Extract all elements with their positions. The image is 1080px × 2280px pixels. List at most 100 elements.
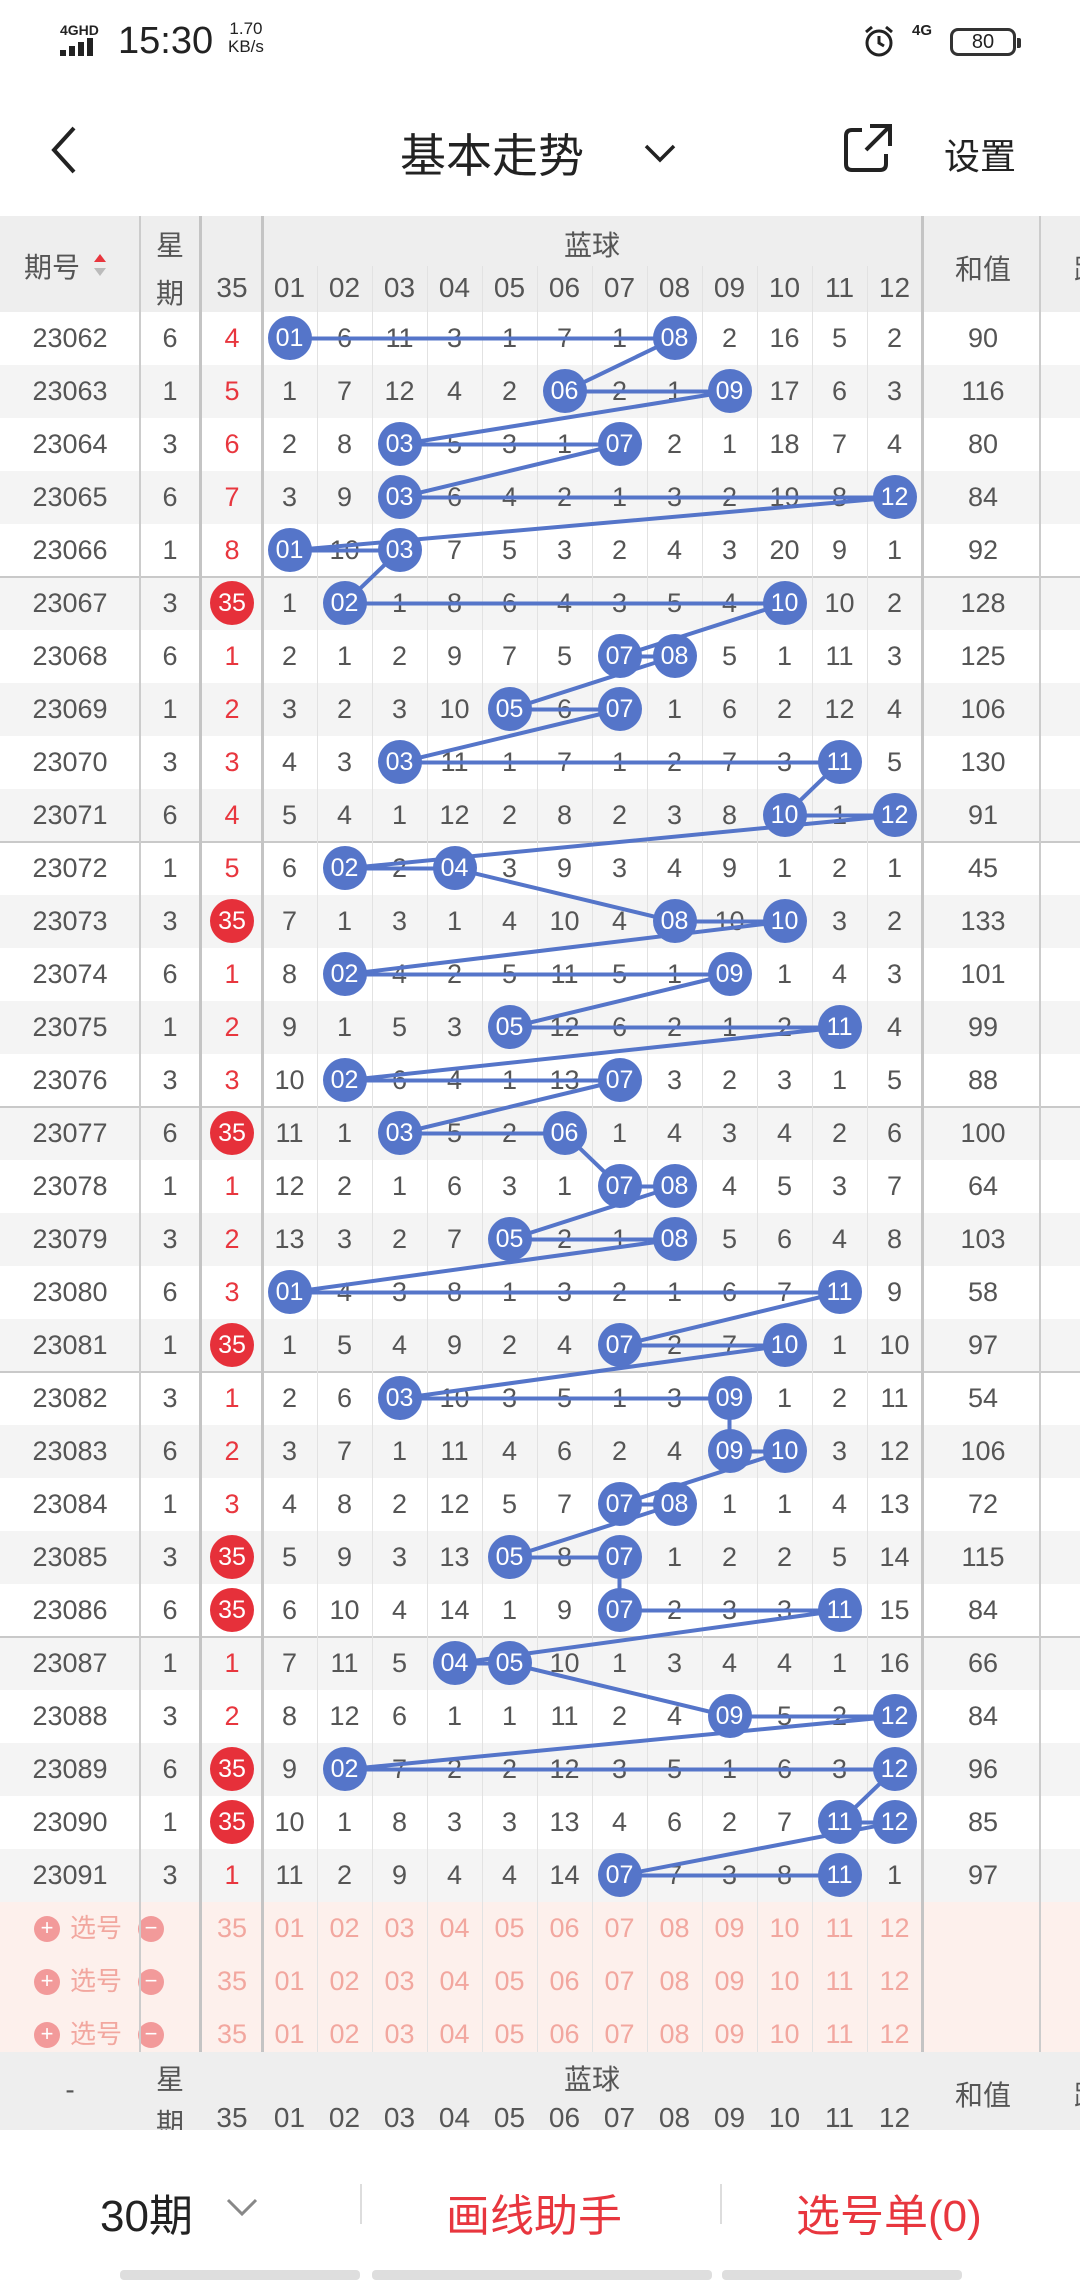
pick-cell[interactable]: 12 [879, 1966, 910, 1996]
table-row[interactable]: 23085 3 35 5 9 3 13 05 8 07 1 2 2 5 14 115 [0, 1531, 1080, 1584]
table-row[interactable]: 23067 3 35 1 02 1 8 6 4 3 5 4 10 10 2 128 [0, 577, 1080, 630]
plus-icon[interactable]: + [34, 1916, 60, 1942]
table-row[interactable]: 23064 3 6 2 8 03 5 3 1 07 2 1 18 7 4 80 [0, 418, 1080, 471]
miss-count: 11 [275, 1118, 304, 1148]
table-row[interactable]: 23069 1 2 3 2 3 10 05 6 07 1 6 2 12 4 106 [0, 683, 1080, 736]
pick-list-button[interactable]: 选号单(0) [796, 2192, 982, 2241]
weekday: 3 [162, 588, 178, 618]
pick-cell[interactable]: 02 [329, 1966, 360, 1996]
pick-red-cell[interactable]: 35 [216, 1913, 248, 1943]
table-row[interactable]: 23080 6 3 01 4 3 8 1 3 2 1 6 7 11 9 58 [0, 1266, 1080, 1319]
pick-cell[interactable]: 02 [329, 1913, 360, 1943]
table-row[interactable]: 23090 1 35 10 1 8 3 3 13 4 6 2 7 11 12 85 [0, 1796, 1080, 1849]
pick-cell[interactable]: 03 [384, 2019, 415, 2049]
pick-cell[interactable]: 09 [714, 1966, 745, 1996]
table-row[interactable]: 23065 6 7 3 9 03 6 4 2 1 3 2 19 8 12 84 [0, 471, 1080, 524]
table-row[interactable]: 23086 6 35 6 10 4 14 1 9 07 2 3 3 11 15 84 [0, 1584, 1080, 1637]
pick-red-cell[interactable]: 35 [216, 2019, 248, 2049]
table-row[interactable]: 23079 3 2 13 3 2 7 05 2 1 08 5 6 4 8 103 [0, 1213, 1080, 1266]
table-row[interactable]: 23082 3 1 2 6 03 10 3 5 1 3 09 1 2 11 54 [0, 1372, 1080, 1425]
miss-count: 3 [831, 1754, 848, 1784]
pick-cell[interactable]: 11 [825, 1966, 854, 1996]
issue-header[interactable]: 期号 [23, 252, 80, 283]
pick-cell[interactable]: 05 [494, 2019, 525, 2049]
table-row[interactable]: 23066 1 8 01 10 03 7 5 3 2 4 3 20 9 1 92 [0, 524, 1080, 577]
table-row[interactable]: 23091 3 1 11 2 9 4 4 14 07 7 3 8 11 1 97 [0, 1849, 1080, 1902]
pick-cell[interactable]: 01 [274, 2019, 305, 2049]
miss-count: 15 [879, 1595, 910, 1625]
table-row[interactable]: 23071 6 4 5 4 1 12 2 8 2 3 8 10 1 12 91 [0, 789, 1080, 842]
pick-cell[interactable]: 04 [439, 2019, 470, 2049]
table-row[interactable]: 23081 1 35 1 5 4 9 2 4 07 2 7 10 1 10 97 [0, 1319, 1080, 1372]
pick-cell[interactable]: 04 [439, 1966, 470, 1996]
pick-cell[interactable]: 10 [769, 1913, 800, 1943]
pick-cell[interactable]: 11 [825, 1913, 854, 1943]
pick-cell[interactable]: 07 [604, 2019, 635, 2049]
periods-selector[interactable]: 30期 [100, 2192, 193, 2241]
pick-cell[interactable]: 01 [274, 1913, 305, 1943]
blue-col-header: 03 [383, 2102, 416, 2130]
blue-ball: 10 [762, 1323, 807, 1367]
pick-label[interactable]: 选号 [70, 1966, 123, 1996]
pick-label[interactable]: 选号 [70, 1913, 123, 1943]
table-row[interactable]: 23078 1 1 12 2 1 6 3 1 07 08 4 5 3 7 64 [0, 1160, 1080, 1213]
pick-cell[interactable]: 12 [879, 1913, 910, 1943]
sort-icon[interactable] [92, 252, 108, 278]
pick-cell[interactable]: 08 [659, 1966, 690, 1996]
pick-cell[interactable]: 07 [604, 1913, 635, 1943]
miss-count: 3 [391, 1542, 408, 1572]
draw-helper-button[interactable]: 画线助手 [446, 2192, 622, 2241]
plus-icon[interactable]: + [34, 1969, 60, 1995]
pick-cell[interactable]: 08 [659, 1913, 690, 1943]
pick-cell[interactable]: 10 [769, 1966, 800, 1996]
pick-label[interactable]: 选号 [70, 2019, 123, 2049]
minus-icon[interactable]: − [138, 1969, 164, 1995]
pick-cell[interactable]: 06 [549, 1966, 580, 1996]
page-title[interactable]: 基本走势 [400, 130, 584, 182]
table-row[interactable]: 23088 3 2 8 12 6 1 1 11 2 4 09 5 2 12 84 [0, 1690, 1080, 1743]
pick-cell[interactable]: 03 [384, 1913, 415, 1943]
pick-cell[interactable]: 08 [659, 2019, 690, 2049]
pick-cell[interactable]: 03 [384, 1966, 415, 1996]
pick-cell[interactable]: 04 [439, 1913, 470, 1943]
pick-cell[interactable]: 11 [825, 2019, 854, 2049]
miss-count: 2 [281, 429, 298, 459]
pick-cell[interactable]: 06 [549, 1913, 580, 1943]
table-row[interactable]: 23087 1 1 7 11 5 04 05 10 1 3 4 4 1 16 66 [0, 1637, 1080, 1690]
table-row[interactable]: 23089 6 35 9 02 7 2 2 12 3 5 1 6 3 12 96 [0, 1743, 1080, 1796]
table-row[interactable]: 23073 3 35 7 1 3 1 4 10 4 08 10 10 3 2 133 [0, 895, 1080, 948]
table-row[interactable]: 23063 1 5 1 7 12 4 2 06 2 1 09 17 6 3 116 [0, 365, 1080, 418]
pick-cell[interactable]: 06 [549, 2019, 580, 2049]
pick-cell[interactable]: 10 [769, 2019, 800, 2049]
back-arrow-icon[interactable] [40, 120, 90, 180]
table-row[interactable]: 23083 6 2 3 7 1 11 4 6 2 4 09 10 3 12 106 [0, 1425, 1080, 1478]
pick-cell[interactable]: 07 [604, 1966, 635, 1996]
table-row[interactable]: 23062 6 4 01 6 11 3 1 7 1 08 2 16 5 2 90 [0, 312, 1080, 365]
chevron-down-icon[interactable] [640, 138, 680, 168]
miss-count: 5 [666, 588, 683, 618]
table-row[interactable]: 23084 1 3 4 8 2 12 5 7 07 08 1 1 4 13 72 [0, 1478, 1080, 1531]
table-row[interactable]: 23075 1 2 9 1 5 3 05 12 6 2 1 2 11 4 99 [0, 1001, 1080, 1054]
pick-cell[interactable]: 12 [879, 2019, 910, 2049]
table-row[interactable]: 23070 3 3 4 3 03 11 1 7 1 2 7 3 11 5 130 [0, 736, 1080, 789]
table-row[interactable]: 23068 6 1 2 1 2 9 7 5 07 08 5 1 11 3 125 [0, 630, 1080, 683]
minus-icon[interactable]: − [138, 2022, 164, 2048]
pick-cell[interactable]: 02 [329, 2019, 360, 2049]
pick-cell[interactable]: 05 [494, 1966, 525, 1996]
pick-red-cell[interactable]: 35 [216, 1966, 248, 1996]
table-row[interactable]: 23077 6 35 11 1 03 5 2 06 1 4 3 4 2 6 100 [0, 1107, 1080, 1160]
pick-cell[interactable]: 01 [274, 1966, 305, 1996]
settings-button[interactable]: 设置 [944, 136, 1017, 177]
pick-cell[interactable]: 09 [714, 2019, 745, 2049]
pick-cell[interactable]: 09 [714, 1913, 745, 1943]
table-row[interactable]: 23074 6 1 8 02 4 2 5 11 5 1 09 1 4 3 101 [0, 948, 1080, 1001]
chevron-down-icon[interactable] [224, 2194, 260, 2220]
table-row[interactable]: 23072 1 5 6 02 2 04 3 9 3 4 9 1 2 1 45 [0, 842, 1080, 895]
miss-count: 1 [611, 1118, 628, 1148]
share-icon[interactable] [840, 120, 896, 176]
minus-icon[interactable]: − [138, 1916, 164, 1942]
miss-count: 8 [281, 959, 298, 989]
plus-icon[interactable]: + [34, 2022, 60, 2048]
pick-cell[interactable]: 05 [494, 1913, 525, 1943]
table-row[interactable]: 23076 3 3 10 02 6 4 1 13 07 3 2 3 1 5 88 [0, 1054, 1080, 1107]
